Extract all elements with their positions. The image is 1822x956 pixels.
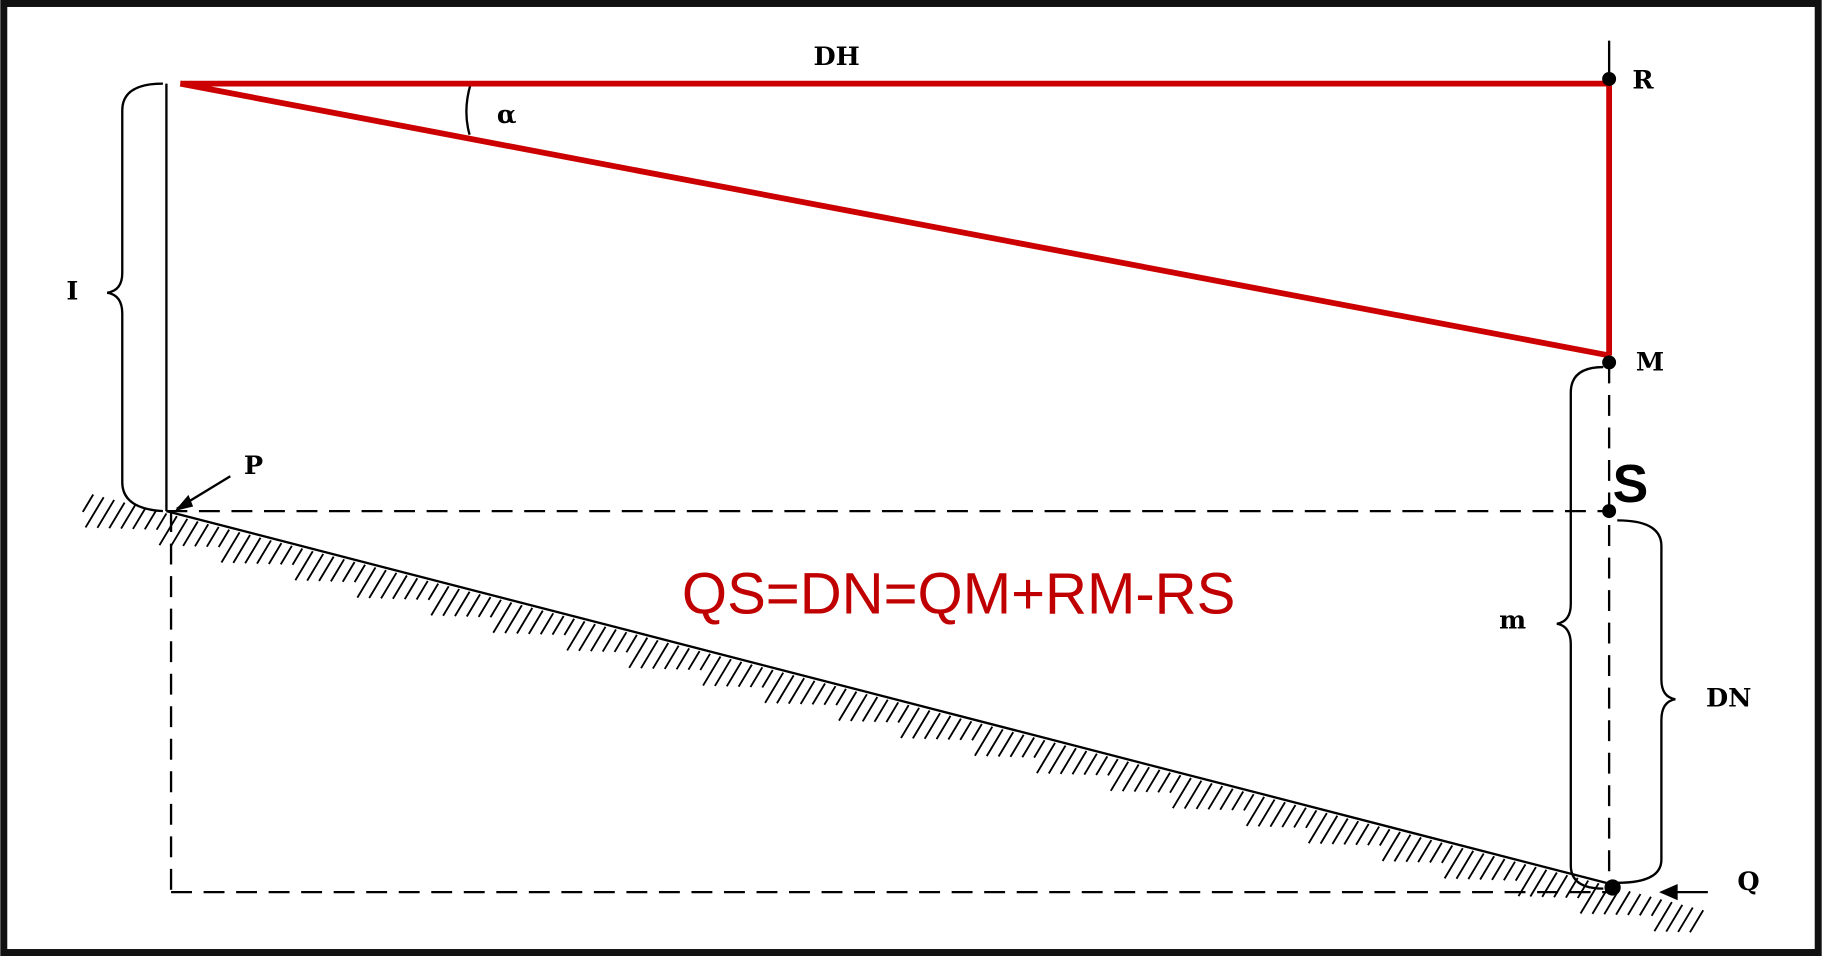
label-m-point: M bbox=[1636, 348, 1664, 378]
terrain-line bbox=[166, 509, 1616, 887]
brace-dn bbox=[1617, 519, 1676, 884]
terrain-hatching bbox=[81, 494, 1705, 933]
point-m bbox=[1602, 355, 1617, 370]
arrowhead-q bbox=[1659, 883, 1678, 901]
point-q bbox=[1604, 879, 1621, 896]
brace-m bbox=[1556, 365, 1604, 890]
inclined-sight bbox=[179, 80, 1610, 359]
formula: QS=DN=QM+RM-RS bbox=[682, 562, 1235, 627]
label-dn: DN bbox=[1706, 683, 1752, 713]
arrowhead-p bbox=[174, 494, 194, 512]
label-m: m bbox=[1499, 605, 1526, 635]
point-r bbox=[1602, 72, 1617, 86]
label-r: R bbox=[1632, 65, 1654, 95]
label-dh: DH bbox=[814, 42, 860, 72]
hatch-strokes bbox=[81, 494, 1705, 933]
point-s bbox=[1602, 504, 1617, 519]
label-p: P bbox=[244, 451, 263, 481]
label-q: Q bbox=[1737, 867, 1759, 897]
label-s: S bbox=[1613, 455, 1649, 514]
label-i: I bbox=[66, 277, 78, 307]
angle-arc bbox=[465, 83, 472, 136]
label-alpha: α bbox=[497, 100, 517, 130]
brace-i bbox=[106, 82, 163, 513]
